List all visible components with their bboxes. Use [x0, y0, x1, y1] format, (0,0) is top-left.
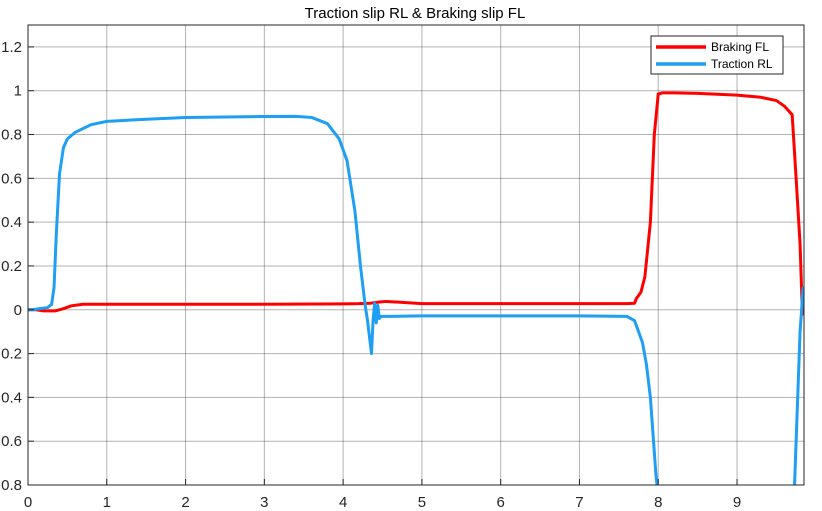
x-tick-label: 4: [339, 494, 347, 511]
y-tick-label: 0.4: [1, 389, 22, 406]
axes-frame: [28, 25, 804, 485]
y-tick-label: 1.2: [1, 39, 22, 56]
legend-label-traction-rl: Traction RL: [711, 57, 773, 71]
legend: Braking FL Traction RL: [650, 35, 784, 75]
y-tick-label: 0.6: [1, 433, 22, 450]
series-line-traction-rl-end: [793, 286, 804, 485]
y-tick-label: 0.2: [1, 346, 22, 363]
x-tick-label: 8: [654, 494, 662, 511]
y-tick-label: 1: [14, 83, 22, 100]
y-tick-label: 0.4: [1, 214, 22, 231]
x-tick-label: 5: [418, 494, 426, 511]
x-tick-label: 3: [260, 494, 268, 511]
x-tick-label: 6: [497, 494, 505, 511]
series-layer: [28, 91, 804, 485]
y-tick-label: 0: [14, 302, 22, 319]
legend-box: [650, 35, 784, 75]
y-tick-label: 0.2: [1, 258, 22, 275]
x-tick-label: 7: [575, 494, 583, 511]
series-line-traction-rl: [28, 114, 659, 485]
y-tick-label: 0.6: [1, 170, 22, 187]
x-tick-label: 9: [733, 494, 741, 511]
chart-title: Traction slip RL & Braking slip FL: [305, 5, 526, 22]
legend-label-braking-fl: Braking FL: [711, 40, 769, 54]
x-tick-label: 1: [103, 494, 111, 511]
axes-border: [27, 24, 805, 486]
x-tick-label: 0: [24, 494, 32, 511]
y-tick-label: 0.8: [1, 477, 22, 494]
x-tick-label: 2: [181, 494, 189, 511]
y-tick-label: 0.8: [1, 127, 22, 144]
tick-layer: 0 1 2 3 4 5 6 7 8 9 0.8 0.6 0.4 0.2 0 0.2 0.4 0.6 0.8 1 1.2: [1, 39, 741, 511]
series-line-braking-fl: [28, 91, 804, 316]
